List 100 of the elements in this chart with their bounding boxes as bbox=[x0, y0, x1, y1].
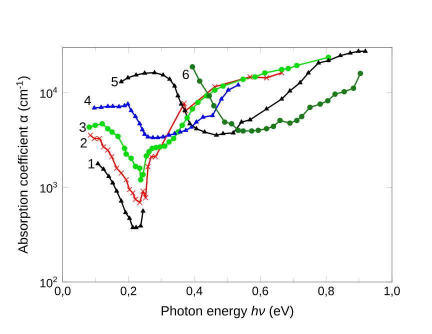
point bbox=[105, 147, 111, 153]
point bbox=[137, 165, 142, 171]
series-label: 3 bbox=[80, 122, 86, 132]
point bbox=[294, 118, 300, 124]
point bbox=[195, 100, 201, 106]
point bbox=[123, 151, 129, 157]
point bbox=[210, 112, 215, 118]
point bbox=[166, 132, 172, 137]
point bbox=[160, 134, 166, 138]
point bbox=[140, 172, 146, 178]
point bbox=[150, 134, 156, 140]
point bbox=[115, 134, 121, 140]
point bbox=[264, 106, 269, 111]
point bbox=[286, 66, 291, 72]
x-tick-label: 1,0 bbox=[384, 286, 400, 297]
point bbox=[178, 101, 184, 106]
point bbox=[138, 223, 144, 228]
point bbox=[132, 196, 138, 202]
point bbox=[110, 104, 116, 108]
point bbox=[160, 72, 166, 77]
point bbox=[356, 48, 361, 53]
point bbox=[152, 70, 157, 74]
x-tick-label: 0,6 bbox=[252, 286, 268, 297]
point bbox=[299, 114, 304, 120]
point bbox=[279, 96, 284, 101]
point bbox=[287, 88, 292, 92]
point bbox=[128, 156, 134, 162]
point bbox=[146, 149, 152, 154]
x-tick-label: 0,4 bbox=[186, 286, 202, 297]
point bbox=[125, 75, 130, 80]
point bbox=[316, 60, 321, 65]
point bbox=[307, 104, 313, 110]
point bbox=[108, 154, 115, 160]
point bbox=[123, 210, 128, 214]
point bbox=[183, 128, 188, 132]
point bbox=[179, 122, 185, 128]
point bbox=[306, 70, 311, 74]
point bbox=[277, 118, 283, 124]
point bbox=[132, 164, 138, 170]
point bbox=[134, 224, 139, 230]
point bbox=[278, 70, 284, 76]
point bbox=[114, 165, 120, 171]
point bbox=[170, 136, 176, 142]
point bbox=[144, 153, 150, 159]
point bbox=[92, 122, 98, 128]
point bbox=[332, 91, 338, 97]
point bbox=[145, 164, 151, 170]
point bbox=[148, 154, 154, 160]
point bbox=[136, 200, 143, 206]
point bbox=[247, 74, 253, 80]
point bbox=[228, 121, 234, 126]
point bbox=[248, 128, 254, 134]
point bbox=[105, 104, 110, 108]
point bbox=[317, 101, 323, 107]
point bbox=[142, 70, 148, 75]
point bbox=[187, 121, 192, 126]
point bbox=[348, 50, 353, 55]
point bbox=[212, 87, 218, 93]
point bbox=[133, 114, 138, 118]
point bbox=[362, 48, 368, 53]
point bbox=[184, 115, 190, 121]
point bbox=[118, 198, 124, 203]
point bbox=[220, 83, 226, 89]
point bbox=[134, 72, 139, 77]
point bbox=[106, 174, 112, 178]
point bbox=[95, 161, 100, 166]
series-label: 5 bbox=[111, 77, 118, 86]
point bbox=[178, 129, 183, 134]
series-label: 4 bbox=[84, 96, 91, 106]
point bbox=[294, 62, 300, 68]
point bbox=[125, 101, 130, 106]
point bbox=[155, 134, 160, 140]
point bbox=[220, 130, 226, 136]
point bbox=[226, 87, 231, 92]
point bbox=[146, 134, 150, 138]
point bbox=[350, 85, 356, 91]
point bbox=[128, 108, 134, 112]
point bbox=[325, 98, 331, 104]
point bbox=[239, 119, 244, 124]
y-tick-label: 10$^{4}$ bbox=[40, 87, 58, 98]
point bbox=[130, 190, 136, 196]
point bbox=[92, 105, 97, 110]
point bbox=[240, 128, 246, 134]
point bbox=[86, 124, 92, 130]
point bbox=[98, 104, 104, 109]
x-axis-title: Photon energy hν (eV) bbox=[162, 306, 294, 318]
point bbox=[200, 114, 206, 119]
point bbox=[123, 176, 130, 183]
point bbox=[202, 129, 208, 134]
point bbox=[264, 126, 270, 132]
y-tick-label: 10$^{3}$ bbox=[40, 182, 57, 193]
point bbox=[190, 106, 196, 112]
point bbox=[100, 144, 106, 150]
point bbox=[326, 58, 331, 62]
point bbox=[270, 124, 276, 130]
point bbox=[176, 93, 180, 98]
point bbox=[122, 146, 128, 152]
point bbox=[137, 121, 142, 126]
point bbox=[264, 75, 270, 81]
point bbox=[196, 78, 202, 84]
